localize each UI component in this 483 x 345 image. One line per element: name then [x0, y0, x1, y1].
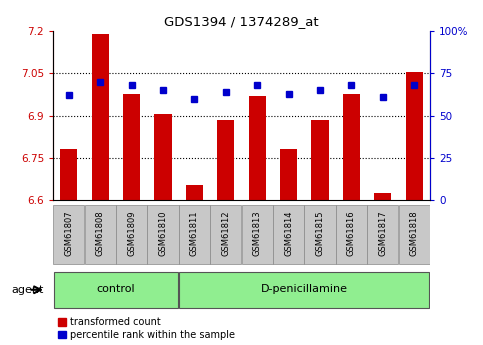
Bar	[123, 95, 140, 200]
Bar	[249, 96, 266, 200]
Bar	[147, 205, 179, 264]
Text: GSM61811: GSM61811	[190, 210, 199, 256]
Bar	[273, 205, 304, 264]
Text: GSM61814: GSM61814	[284, 210, 293, 256]
Bar	[53, 205, 85, 264]
Text: GSM61809: GSM61809	[127, 210, 136, 256]
Text: GSM61808: GSM61808	[96, 210, 105, 256]
Bar	[398, 205, 430, 264]
Bar	[92, 34, 109, 200]
Bar	[374, 193, 391, 200]
Bar	[60, 149, 77, 200]
Bar	[336, 205, 367, 264]
Text: GSM61818: GSM61818	[410, 210, 419, 256]
Bar	[312, 120, 328, 200]
Bar	[155, 114, 171, 200]
Bar	[343, 95, 360, 200]
Text: GSM61810: GSM61810	[158, 210, 168, 256]
Text: GSM61813: GSM61813	[253, 210, 262, 256]
Bar	[367, 205, 398, 264]
Text: GSM61816: GSM61816	[347, 210, 356, 256]
Bar	[179, 205, 210, 264]
Bar	[280, 149, 297, 200]
Bar	[242, 205, 273, 264]
Bar	[179, 272, 429, 308]
Bar	[54, 272, 178, 308]
Text: GSM61815: GSM61815	[315, 210, 325, 256]
Text: GSM61812: GSM61812	[221, 210, 230, 256]
Legend: transformed count, percentile rank within the sample: transformed count, percentile rank withi…	[58, 317, 235, 340]
Bar	[217, 120, 234, 200]
Bar	[406, 72, 423, 200]
Text: agent: agent	[11, 285, 43, 295]
Bar	[116, 205, 147, 264]
Bar	[210, 205, 242, 264]
Text: D-penicillamine: D-penicillamine	[261, 284, 348, 294]
Bar	[85, 205, 116, 264]
Text: GSM61807: GSM61807	[64, 210, 73, 256]
Title: GDS1394 / 1374289_at: GDS1394 / 1374289_at	[164, 16, 319, 29]
Bar	[186, 185, 203, 200]
Text: control: control	[97, 284, 135, 294]
Bar	[304, 205, 336, 264]
Text: GSM61817: GSM61817	[378, 210, 387, 256]
